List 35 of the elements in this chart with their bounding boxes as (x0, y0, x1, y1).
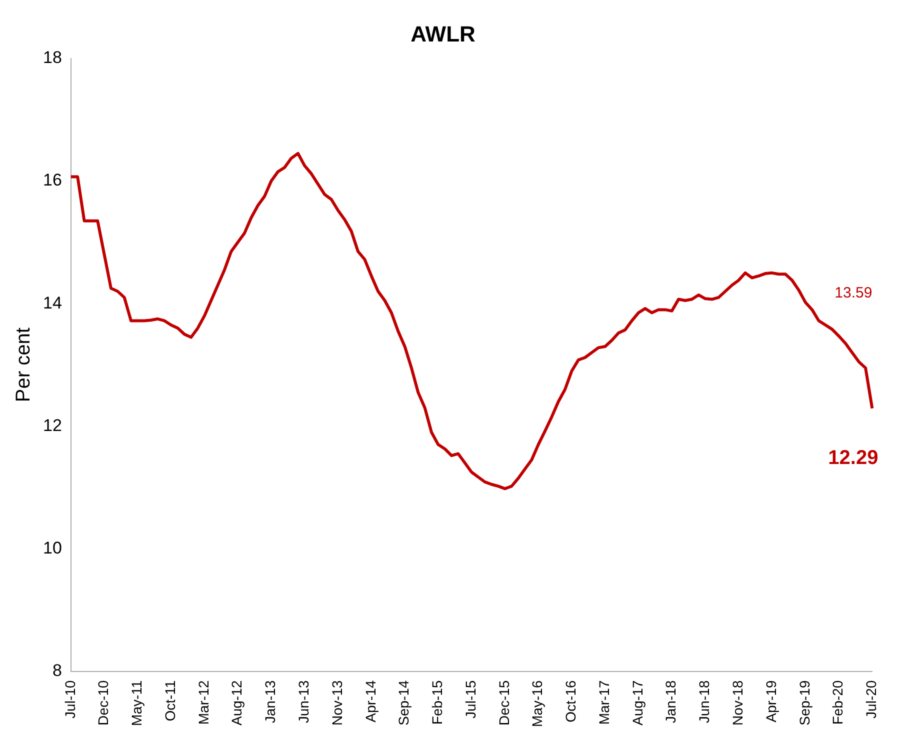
x-tick-label: Aug-12 (228, 680, 245, 726)
x-tick-label: Jan-13 (262, 680, 278, 724)
y-tick-label: 18 (42, 48, 62, 68)
y-tick-label: 10 (42, 538, 62, 558)
x-tick-label: Sep-19 (796, 680, 812, 726)
y-tick-label: 14 (42, 293, 62, 312)
x-tick-label: Oct-16 (562, 680, 579, 722)
x-tick-label: Sep-14 (396, 680, 412, 726)
x-tick-label: Jul-20 (863, 680, 880, 718)
x-tick-label: Mar-17 (596, 680, 612, 725)
x-tick-label: Dec-10 (95, 680, 112, 726)
annotation: 13.59 (834, 284, 872, 302)
x-tick-label: Mar-12 (195, 680, 212, 725)
x-tick-label: Jun-13 (295, 680, 312, 724)
x-tick-label: Apr-19 (762, 680, 779, 722)
x-tick-label: Jan-18 (662, 680, 679, 724)
x-tick-label: Jul-10 (62, 680, 78, 718)
x-tick-label: May-16 (529, 680, 546, 728)
x-tick-label: Nov-18 (730, 680, 746, 726)
x-tick-label: Oct-11 (162, 680, 178, 722)
x-tick-label: May-11 (128, 680, 145, 726)
y-tick-label: 12 (42, 416, 62, 435)
x-tick-label: Dec-15 (496, 680, 512, 726)
chart-title: AWLR (410, 21, 476, 46)
x-tick-label: Feb-20 (830, 680, 846, 725)
x-tick-label: Apr-14 (362, 680, 378, 722)
x-tick-label: Jul-15 (462, 680, 478, 718)
x-tick-label: Aug-17 (629, 680, 646, 726)
y-axis-title: Per cent (12, 327, 35, 402)
y-tick-label: 8 (52, 661, 62, 680)
x-tick-label: Feb-15 (429, 680, 446, 725)
y-tick-label: 16 (42, 170, 62, 190)
x-tick-label: Nov-13 (328, 680, 345, 726)
x-tick-label: Jun-18 (696, 680, 712, 724)
annotation: 12.29 (828, 446, 878, 469)
